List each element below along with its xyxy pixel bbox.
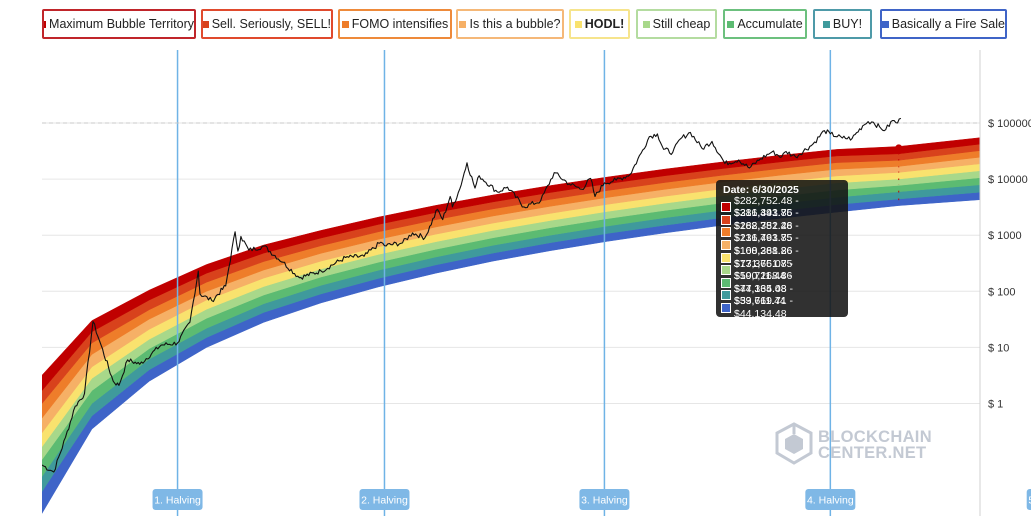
tooltip-swatch <box>721 252 731 263</box>
cube-logo-icon <box>775 422 813 465</box>
price-line <box>42 117 902 473</box>
legend-label: Still cheap <box>652 17 711 31</box>
legend-label: Accumulate <box>737 17 803 31</box>
tooltip-swatch <box>721 214 731 225</box>
y-tick-label: $ 100000 <box>988 118 1031 130</box>
hover-dot <box>896 193 901 198</box>
halving-labels: 1. Halving 2. Halving 3. Halving 4. Halving… <box>152 489 1031 510</box>
legend-swatch <box>341 20 349 28</box>
tooltip-range: $44,134.48 - $59,711.44 <box>734 282 793 308</box>
legend-label: Sell. Seriously, SELL! <box>211 17 331 31</box>
halving-label-box <box>152 489 203 510</box>
tooltip-swatch <box>721 290 731 301</box>
tooltip-swatch <box>721 277 731 288</box>
tooltip-range: $33,669.71 - $44,134.48 <box>734 295 793 321</box>
hover-dot <box>896 161 901 166</box>
halving-label: 1. Halving <box>154 495 201 507</box>
legend-item-still-cheap[interactable]: Still cheap <box>636 9 717 39</box>
hover-dot <box>896 154 901 160</box>
tooltip-range: $131,761.75 - $168,381.26 <box>734 232 799 258</box>
legend-swatch <box>727 20 735 28</box>
legend-item-buy[interactable]: BUY! <box>813 9 872 39</box>
hover-dot-top <box>895 144 903 152</box>
hover-dot <box>896 173 901 178</box>
halving-label: 4. Halving <box>807 495 854 507</box>
tooltip-range: $216,493.85 - $282,752.48 <box>734 207 799 232</box>
legend-swatch <box>882 20 889 28</box>
legend-item-basically-a-fire-sale[interactable]: Basically a Fire Sale <box>880 9 1007 39</box>
tooltip: Date: 6/30/2025 $282,752.48 - $381,341.7… <box>716 180 848 320</box>
legend-item-hodl[interactable]: HODL! <box>569 9 630 39</box>
hover-dot <box>896 186 901 191</box>
halving-label-box <box>579 489 630 510</box>
tooltip-row: $33,669.71 - $44,134.48 <box>721 295 843 320</box>
tooltip-date: Date: 6/30/2025 <box>723 184 799 196</box>
tooltip-row: $100,268.86 - $131,761.75 <box>721 245 843 270</box>
tooltip-swatch <box>721 202 731 213</box>
tooltip-row: $59,711.44 - $77,365.08 <box>721 270 843 295</box>
legend-swatch <box>574 20 582 28</box>
legend-swatch <box>44 20 47 28</box>
y-tick-label: $ 1000 <box>988 230 1022 242</box>
tooltip-swatch <box>721 265 731 276</box>
logo-text-line2: CENTER.NET <box>818 444 927 462</box>
tooltip-swatch <box>721 303 731 314</box>
hover-dot <box>896 179 901 185</box>
tooltip-range: $168,381.26 - $216,493.85 <box>734 219 799 245</box>
hover-dot <box>896 167 901 172</box>
legend-swatch <box>822 20 830 28</box>
y-tick-label: $ 1 <box>988 399 1003 411</box>
legend-label: Basically a Fire Sale <box>891 17 1005 31</box>
legend-swatch <box>459 20 467 28</box>
tooltip-row: $282,752.48 - $381,341.76 <box>721 195 843 219</box>
legend-item-is-this-a-bubble[interactable]: Is this a bubble? <box>456 9 564 39</box>
legend-label: FOMO intensifies <box>351 17 449 31</box>
tooltip-row: $168,381.26 - $216,493.85 <box>721 220 843 244</box>
y-tick-label: $ 10000 <box>988 174 1028 186</box>
bitcoin-price-line <box>42 117 902 473</box>
tooltip-swatch <box>721 240 731 251</box>
halving-label: 2. Halving <box>361 495 408 507</box>
hover-dot <box>896 200 901 205</box>
halving-label-box <box>1026 489 1031 510</box>
legend-swatch <box>203 20 209 28</box>
legend-item-maximum-bubble-territory[interactable]: Maximum Bubble Territory <box>42 9 196 39</box>
tooltip-row: $131,761.75 - $168,381.26 <box>721 232 843 257</box>
y-tick-label: $ 100 <box>988 286 1016 298</box>
legend: Maximum Bubble Territory Sell. Seriously,… <box>0 0 1031 48</box>
tooltip-row: $216,493.85 - $282,752.48 <box>721 207 843 232</box>
y-axis: $ 1 $ 10 $ 100 $ 1000 $ 10000 $ 100000 <box>979 50 1031 516</box>
legend-swatch <box>642 20 650 28</box>
halving-label: 5. Halving <box>1028 495 1031 507</box>
halving-label: 3. Halving <box>581 495 628 507</box>
tooltip-rows: $282,752.48 - $381,341.76 $216,493.85 - $… <box>721 195 843 320</box>
tooltip-range: $100,268.86 - $131,761.75 <box>734 245 799 270</box>
tooltip-range: $282,752.48 - $381,341.76 <box>734 194 799 220</box>
legend-item-accumulate[interactable]: Accumulate <box>723 9 807 39</box>
legend-label: BUY! <box>832 17 863 31</box>
tooltip-range: $77,365.08 - $100,268.86 <box>734 257 793 283</box>
legend-item-fomo-intensifies[interactable]: FOMO intensifies <box>338 9 452 39</box>
legend-label: HODL! <box>584 17 625 31</box>
tooltip-row: $44,134.48 - $59,711.44 <box>721 283 843 307</box>
tooltip-row: $77,365.08 - $100,268.86 <box>721 258 843 282</box>
legend-label: Maximum Bubble Territory <box>49 17 194 31</box>
blockchaincenter-logo: BLOCKCHAIN CENTER.NET <box>774 422 934 466</box>
y-tick-label: $ 10 <box>988 342 1009 354</box>
logo-text-line1: BLOCKCHAIN <box>818 428 932 446</box>
tooltip-swatch <box>721 227 731 238</box>
halving-label-box <box>805 489 856 510</box>
halving-label-box <box>359 489 410 510</box>
legend-item-sell-seriously-sell[interactable]: Sell. Seriously, SELL! <box>201 9 333 39</box>
tooltip-range: $59,711.44 - $77,365.08 <box>734 270 793 295</box>
legend-label: Is this a bubble? <box>469 17 561 31</box>
hover-marker <box>895 144 903 206</box>
